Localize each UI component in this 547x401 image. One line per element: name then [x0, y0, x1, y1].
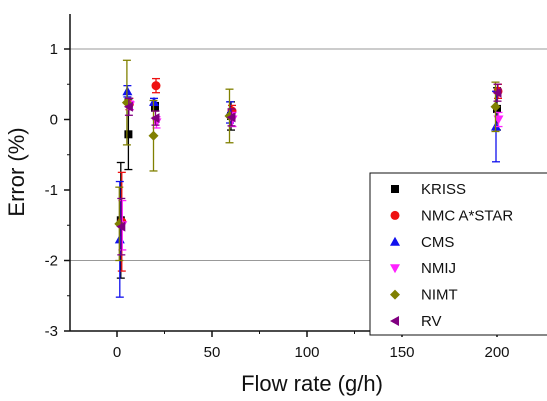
data-point [226, 112, 236, 123]
data-point [148, 130, 159, 141]
x-tick-label: 100 [294, 344, 319, 361]
legend-label: NIMT [421, 287, 458, 304]
legend-marker [390, 264, 400, 274]
x-axis-label: Flow rate (g/h) [241, 371, 383, 396]
legend: KRISS NMC A*STAR CMS NMIJ NIMT RV [369, 172, 547, 336]
x-tick-label: 150 [389, 344, 414, 361]
legend-label: RV [421, 313, 442, 330]
legend-marker [390, 236, 400, 246]
legend-label: CMS [421, 234, 454, 251]
data-point [490, 101, 501, 112]
data-point [116, 221, 126, 232]
legend-marker [391, 185, 399, 193]
legend-box [369, 172, 547, 336]
data-point [150, 113, 160, 124]
y-tick-label: 1 [50, 41, 58, 58]
y-tick-label: -1 [45, 182, 58, 199]
y-tick-label: -3 [45, 323, 58, 340]
data-point [151, 81, 161, 91]
y-tick-label: 0 [50, 112, 58, 129]
legend-label: NMC A*STAR [421, 207, 513, 224]
data-point [124, 130, 133, 139]
data-point [151, 102, 159, 111]
data-layer [114, 59, 504, 298]
data-point [123, 101, 133, 112]
legend-label: NMIJ [421, 260, 456, 277]
legend-marker [390, 316, 399, 326]
series-rv [116, 83, 502, 256]
x-tick-label: 50 [204, 344, 221, 361]
ticks: 1 0 -1 -2 -3 0 50 100 150 200 [45, 41, 545, 361]
y-tick-label: -2 [45, 253, 58, 270]
legend-label: KRISS [421, 181, 466, 198]
data-point [492, 87, 502, 98]
legend-marker [390, 210, 400, 220]
x-tick-label: 200 [484, 344, 509, 361]
y-axis-label: Error (%) [4, 127, 29, 216]
x-tick-label: 0 [113, 344, 121, 361]
legend-marker [390, 289, 400, 300]
